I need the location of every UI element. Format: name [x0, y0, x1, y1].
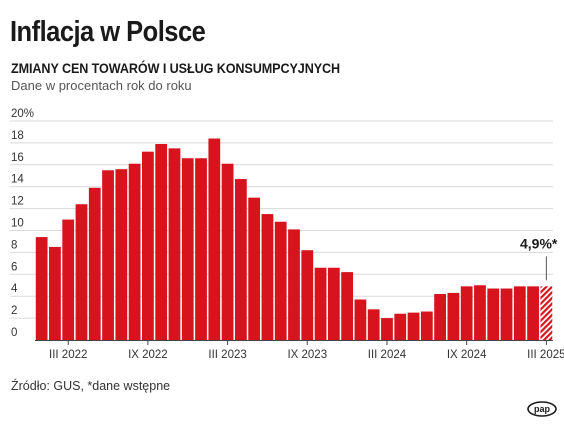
y-tick-label: 14	[11, 174, 24, 186]
y-tick-label: 2	[11, 305, 17, 317]
bar	[527, 286, 539, 340]
x-tick-label: IX 2022	[128, 349, 168, 361]
bar	[274, 221, 287, 340]
bar	[75, 204, 88, 340]
y-tick-label: 12	[11, 196, 24, 208]
bar	[434, 294, 446, 340]
source-note: Źródło: GUS, *dane wstępne	[11, 379, 171, 393]
bar	[181, 158, 194, 340]
bar	[407, 312, 420, 340]
bar	[142, 151, 154, 340]
bar	[248, 197, 261, 340]
bar	[35, 237, 48, 340]
y-tick-label: 18	[11, 130, 24, 142]
y-tick-label: 0	[11, 327, 17, 339]
bar	[261, 214, 274, 340]
axes: 0 2 4 6 8 10 12 14 16 18 20% III 2022 IX 2022 III 202…	[11, 108, 564, 361]
y-tick-label: 20%	[11, 108, 34, 120]
x-tick-label: III 2024	[368, 349, 407, 361]
bar	[301, 250, 314, 340]
bar	[314, 267, 327, 340]
bar	[327, 267, 340, 340]
bar	[49, 246, 61, 340]
x-tick-label: III 2023	[208, 349, 246, 361]
chart-subtitle: ZMIANY CEN TOWARÓW I USŁUG KONSUMPCYJNYC…	[11, 60, 341, 76]
y-tick-label: 16	[11, 152, 24, 164]
y-tick-label: 10	[11, 218, 24, 230]
bar	[487, 288, 500, 340]
bar	[221, 163, 234, 340]
x-tick-label: III 2025	[527, 349, 564, 361]
bar	[288, 229, 300, 340]
pap-logo: pap	[527, 401, 557, 417]
bar	[354, 299, 367, 340]
bar	[474, 285, 486, 340]
bar	[394, 313, 407, 340]
bar	[195, 158, 207, 340]
y-tick-label: 6	[11, 261, 17, 273]
x-tick-label: III 2022	[49, 349, 87, 361]
bar	[128, 163, 141, 340]
bar	[460, 286, 473, 340]
bar	[234, 179, 247, 340]
bar	[513, 286, 526, 340]
bar	[500, 288, 513, 340]
bar	[367, 309, 380, 340]
bar	[88, 187, 101, 340]
annotation-label: 4,9%*	[520, 235, 558, 251]
bar	[208, 138, 221, 340]
pap-logo-text: pap	[534, 404, 551, 414]
y-tick-label: 4	[11, 283, 18, 295]
chart-description: Dane w procentach rok do roku	[11, 78, 192, 93]
bar	[168, 148, 181, 340]
bar	[381, 318, 393, 340]
x-tick-label: IX 2023	[287, 349, 327, 361]
bar-preliminary	[540, 286, 553, 340]
bar	[155, 143, 168, 340]
y-tick-label: 8	[11, 239, 17, 251]
bars	[35, 138, 553, 340]
bar	[62, 219, 75, 340]
bar	[102, 170, 114, 340]
bar	[115, 169, 128, 340]
x-tick-label: IX 2024	[447, 349, 487, 361]
bar	[341, 272, 354, 340]
bar	[447, 292, 460, 340]
chart-title: Inflacja w Polsce	[10, 16, 206, 48]
bar	[420, 311, 433, 340]
